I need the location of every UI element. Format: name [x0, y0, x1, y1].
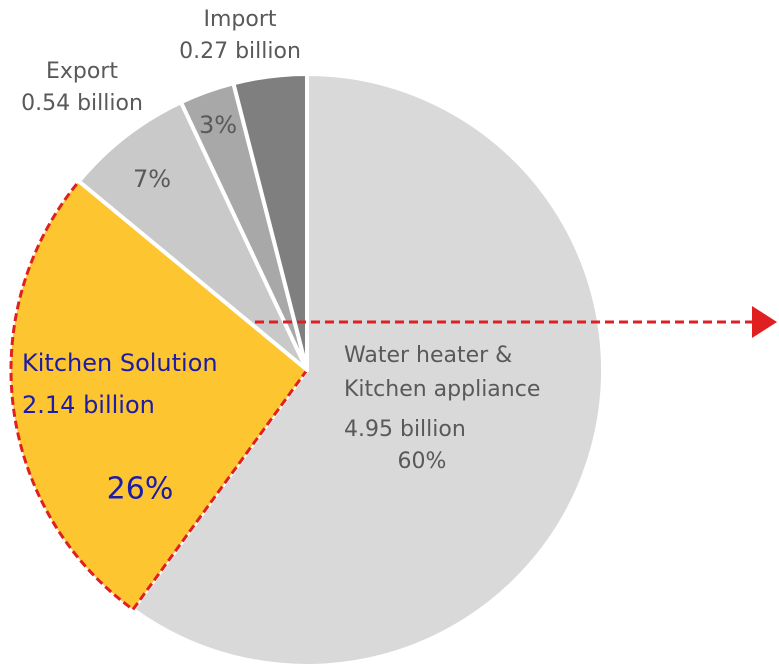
pie [9, 72, 605, 668]
pie-slice [76, 100, 309, 372]
slice-amount: 0.27 billion [179, 39, 301, 64]
slice-amount: 0.54 billion [21, 91, 143, 116]
pie-slice [131, 72, 605, 668]
arrow-head [752, 306, 777, 338]
slice-label: Kitchen Solution [22, 349, 218, 377]
pie-slice [9, 179, 309, 611]
slice-label: Import [203, 7, 276, 32]
slice-percent: 26% [107, 472, 174, 507]
labels: Water heater & Kitchen appliance 4.95 bill… [21, 7, 540, 507]
slice-percent: 60% [398, 449, 447, 474]
slice-label: Export [46, 59, 118, 84]
pie-slice [231, 72, 309, 372]
slice-label: Water heater & Kitchen appliance [344, 343, 540, 402]
slice-amount: 4.95 billion [344, 417, 466, 442]
slice-amount: 2.14 billion [22, 391, 155, 419]
slice-percent: 3% [199, 111, 237, 139]
slice-percent: 7% [133, 165, 171, 193]
